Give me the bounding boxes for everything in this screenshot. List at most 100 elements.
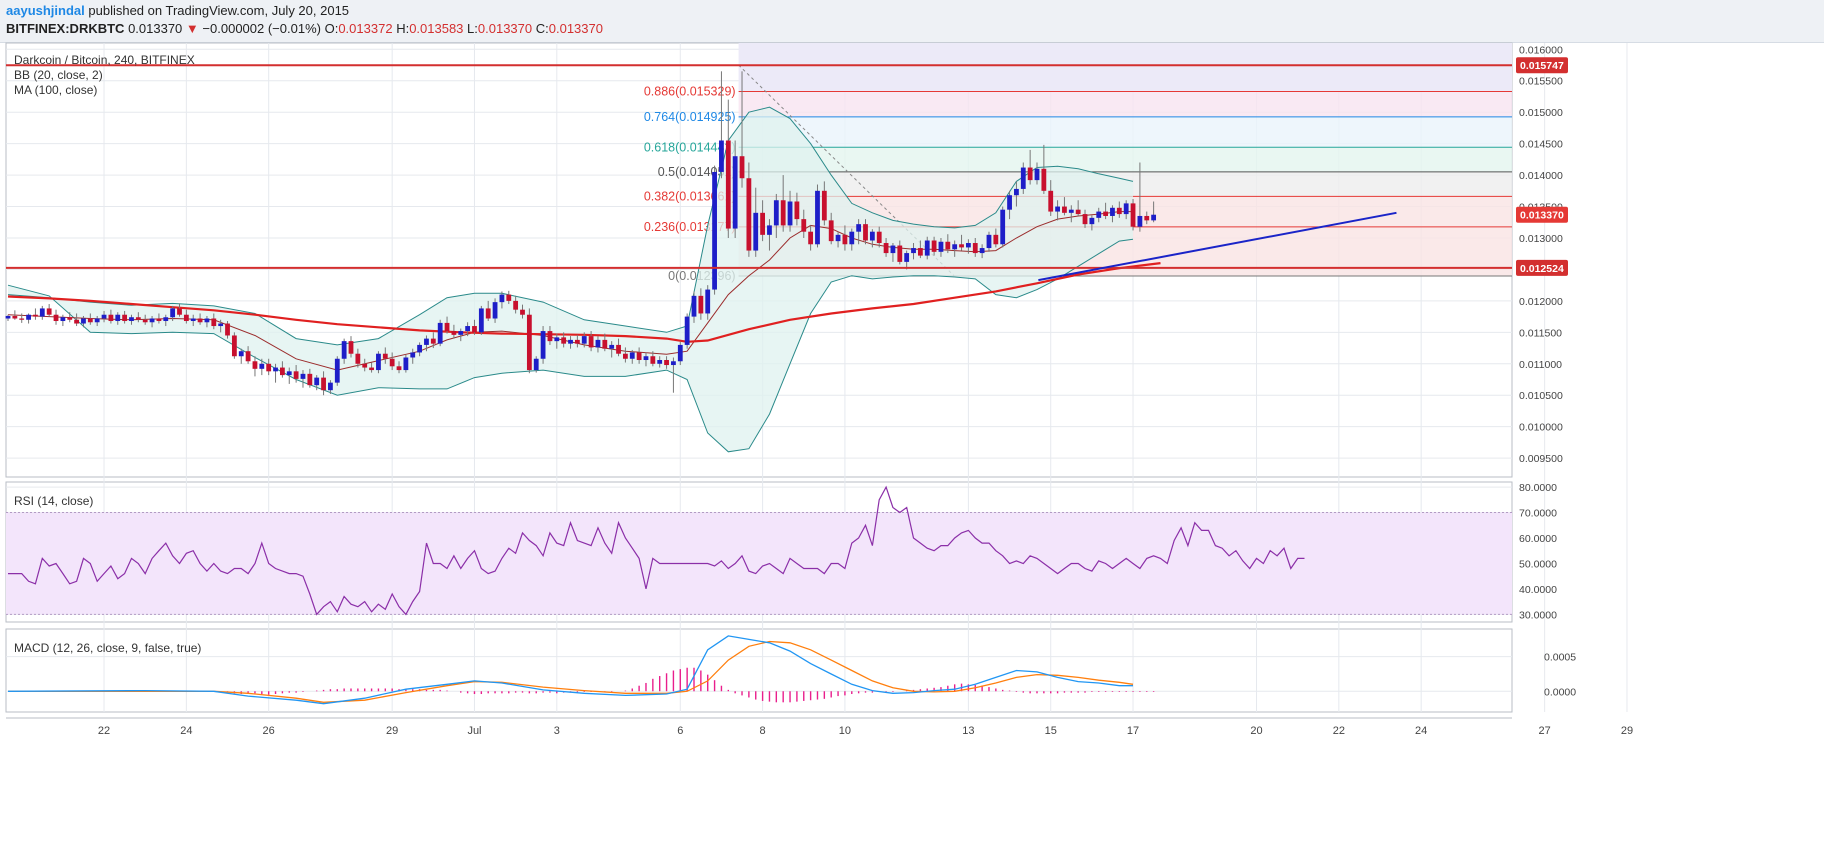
candle-body — [231, 335, 237, 357]
chart-canvas[interactable]: 0.886(0.015329) 0.764(0.014925) 0.618(0.01… — [0, 42, 1824, 863]
candle-body — [938, 241, 944, 252]
macd-tick-label: 0.0005 — [1544, 652, 1576, 664]
price-tick-label: 0.016000 — [1519, 44, 1563, 56]
panel-frame-macd — [5, 628, 1513, 713]
high-value: 0.013583 — [409, 21, 464, 36]
open-value: 0.013372 — [338, 21, 393, 36]
candle-body — [437, 322, 443, 344]
macd-line — [7, 635, 1133, 705]
candle-body — [732, 156, 738, 229]
candle-body — [53, 314, 59, 322]
candle-body — [808, 231, 814, 245]
candle-body — [664, 360, 669, 366]
candle-body — [108, 314, 114, 322]
candle-body — [348, 341, 354, 354]
rsi-line — [8, 485, 1305, 616]
candle-body — [629, 352, 635, 359]
candle-body — [101, 314, 107, 319]
candle-body — [355, 353, 361, 364]
candle-body — [163, 317, 169, 322]
candle-body — [1116, 207, 1122, 215]
candle-body — [835, 234, 841, 242]
price-tick-label: 0.011500 — [1519, 327, 1562, 339]
author-link[interactable]: aayushjindal — [6, 3, 85, 18]
drawings[interactable] — [6, 64, 1512, 282]
price-label: 0.012524 — [1520, 263, 1564, 275]
candle-body — [794, 201, 800, 220]
candle-body — [26, 314, 31, 320]
candle-body — [307, 373, 313, 386]
change-down-icon: ▼ — [185, 21, 199, 36]
candle-body — [211, 318, 217, 327]
fib-zone — [738, 147, 1512, 172]
candle-body — [602, 339, 608, 349]
price-label-bg — [1516, 206, 1568, 223]
candle-body — [334, 358, 340, 383]
fib-zone — [738, 91, 1512, 117]
candle-body — [5, 315, 11, 319]
candle-body — [677, 344, 683, 362]
candle-body — [472, 326, 477, 333]
candle-body — [856, 224, 862, 232]
candle-body — [1068, 209, 1074, 213]
candle-body — [300, 373, 306, 379]
candle-body — [252, 361, 258, 369]
candle-body — [1089, 217, 1095, 225]
candle-body — [183, 314, 189, 322]
chart-title: Darkcoin / Bitcoin, 240, BITFINEX — [14, 53, 195, 67]
candle-body — [554, 337, 560, 342]
candle-body — [280, 367, 285, 376]
candle-body — [204, 318, 210, 323]
candle-body — [712, 171, 717, 290]
candle-body — [684, 316, 690, 345]
candle-body — [705, 289, 711, 314]
candle-body — [897, 245, 903, 262]
macd-panel — [7, 635, 1155, 705]
candle-body — [430, 338, 436, 344]
time-tick-label: 26 — [263, 725, 275, 737]
candle-body — [616, 344, 621, 354]
candle-body — [1075, 209, 1081, 215]
candle-body — [849, 231, 855, 245]
candle-body — [1103, 211, 1108, 216]
time-tick-label: 22 — [98, 725, 110, 737]
candle-body — [986, 234, 992, 249]
candle-body — [533, 358, 539, 371]
candle-body — [39, 308, 45, 317]
candle-body — [218, 323, 224, 327]
candle-body — [170, 308, 176, 318]
candle-body — [1000, 209, 1006, 245]
axes: 0.009500 0.010000 0.010500 0.011000 0.011500… — [98, 44, 1633, 737]
candle-body — [725, 140, 731, 229]
candle-body — [142, 319, 148, 323]
candle-body — [33, 314, 38, 317]
candle-body — [485, 308, 491, 319]
candle-body — [74, 319, 79, 324]
macd-legend[interactable]: MACD (12, 26, close, 9, false, true) — [14, 641, 201, 655]
price-tick-label: 0.014000 — [1519, 170, 1563, 182]
candle-body — [87, 318, 93, 323]
candle-body — [760, 212, 765, 235]
candle-body — [458, 331, 464, 335]
price-label: 0.015747 — [1520, 60, 1564, 72]
candle-body — [911, 248, 916, 254]
candle-body — [753, 212, 759, 251]
candle-body — [746, 178, 752, 251]
fib-zone-top — [738, 43, 1512, 92]
candle-body — [389, 358, 395, 367]
candle-body — [46, 308, 52, 315]
candle-body — [801, 219, 807, 232]
bb-legend[interactable]: BB (20, close, 2) — [14, 68, 103, 82]
candle-body — [574, 339, 580, 344]
candle-body — [1020, 167, 1026, 189]
candle-body — [451, 331, 457, 335]
candle-body — [609, 344, 615, 349]
candle-body — [780, 200, 786, 226]
candle-body — [177, 308, 182, 315]
candle-body — [883, 243, 889, 254]
high-label: H: — [396, 21, 410, 36]
candle-body — [821, 190, 827, 221]
ma-legend[interactable]: MA (100, close) — [14, 83, 97, 97]
candle-body — [382, 353, 388, 359]
rsi-legend[interactable]: RSI (14, close) — [14, 494, 93, 508]
